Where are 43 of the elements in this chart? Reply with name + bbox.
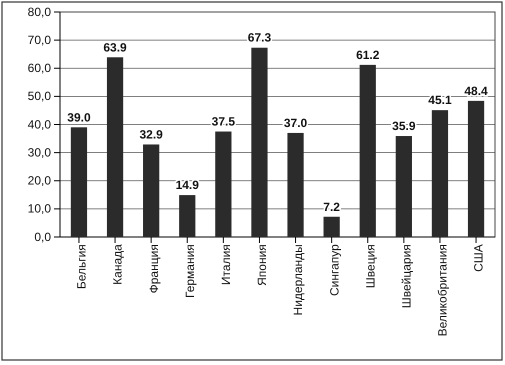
y-tick-label: 50,0	[28, 89, 52, 104]
bar	[251, 48, 268, 237]
data-label: 37.5	[212, 114, 236, 129]
x-tick-label: Канада	[110, 244, 125, 285]
data-label: 14.9	[176, 178, 200, 192]
data-label: 37.0	[284, 116, 308, 130]
bar	[70, 127, 88, 237]
bar	[360, 64, 376, 237]
x-tick-label: Германия	[182, 244, 197, 298]
y-tick-label: 30,0	[28, 145, 52, 160]
data-label: 63.9	[103, 40, 128, 54]
x-tick-label: Италия	[218, 244, 233, 286]
bar	[179, 195, 196, 237]
bar	[287, 132, 304, 237]
bar	[324, 216, 340, 237]
x-tick-label: США	[472, 244, 486, 272]
x-tick-label: Швейцария	[399, 244, 414, 308]
bar	[396, 136, 412, 237]
x-tick-label: Великобритания	[436, 244, 450, 336]
data-label: 45.1	[428, 93, 452, 108]
y-tick-label: 70,0	[28, 32, 52, 47]
x-tick-label: Япония	[255, 244, 270, 286]
x-tick-label: Нидерланды	[291, 244, 306, 316]
bar	[215, 132, 232, 237]
bar	[468, 100, 484, 237]
y-tick-label: 80,0	[28, 4, 52, 19]
x-tick-label: Швеция	[363, 244, 378, 288]
y-tick-label: 10,0	[28, 202, 52, 216]
data-label: 32.9	[139, 127, 164, 142]
y-tick-label: 60,0	[28, 61, 52, 76]
data-label: 39.0	[67, 110, 91, 124]
bar	[106, 57, 124, 237]
y-tick-label: 0,0	[34, 230, 52, 244]
data-label: 61.2	[356, 48, 380, 62]
bar	[143, 144, 160, 237]
x-tick-label: Сингапур	[327, 244, 342, 296]
x-tick-label: Бельгия	[74, 244, 89, 290]
data-label: 48.4	[464, 84, 488, 98]
bar	[432, 110, 448, 237]
y-tick-label: 20,0	[28, 174, 52, 188]
data-label: 35.9	[392, 119, 416, 134]
y-tick-label: 40,0	[28, 117, 52, 132]
x-tick-label: Франция	[146, 244, 161, 294]
